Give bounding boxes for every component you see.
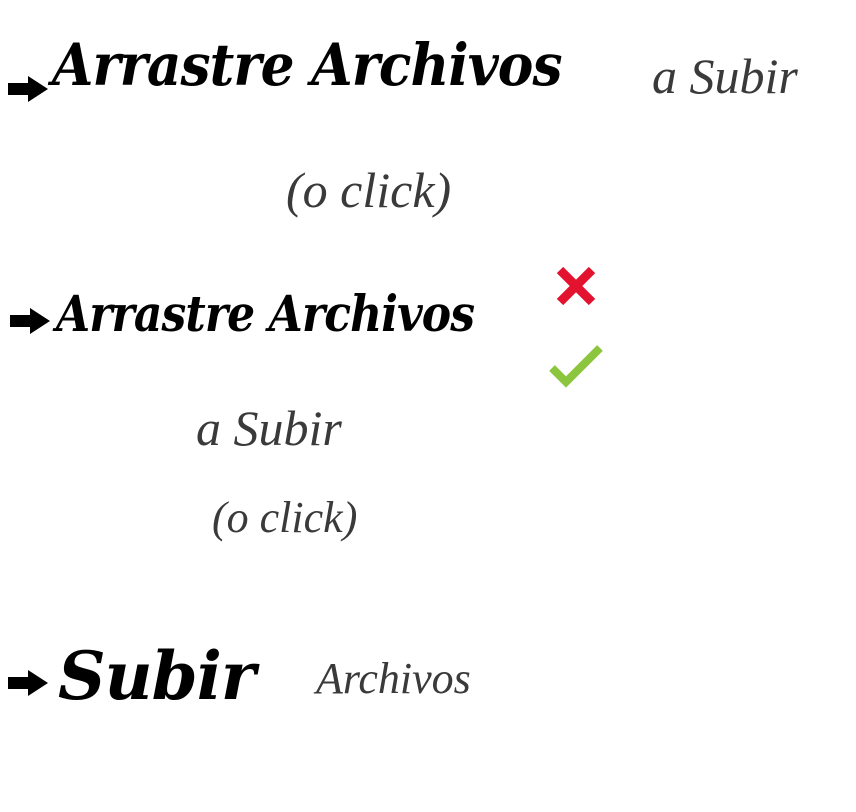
right-arrow-icon	[8, 76, 48, 102]
click-hint: (o click)	[286, 162, 452, 218]
upload-subheading: Archivos	[316, 654, 471, 703]
upload-subheading: a Subir	[652, 48, 798, 104]
upload-button-label[interactable]: Subir	[58, 637, 256, 715]
upload-subheading: a Subir	[196, 400, 342, 456]
right-arrow-icon	[10, 308, 50, 334]
checkmark-icon[interactable]	[546, 340, 608, 397]
upload-heading: Arrastre Archivos	[52, 31, 563, 99]
upload-heading: Arrastre Archivos	[56, 284, 475, 343]
x-mark-icon[interactable]	[552, 264, 600, 313]
click-hint: (o click)	[212, 493, 358, 542]
right-arrow-icon	[8, 670, 48, 696]
